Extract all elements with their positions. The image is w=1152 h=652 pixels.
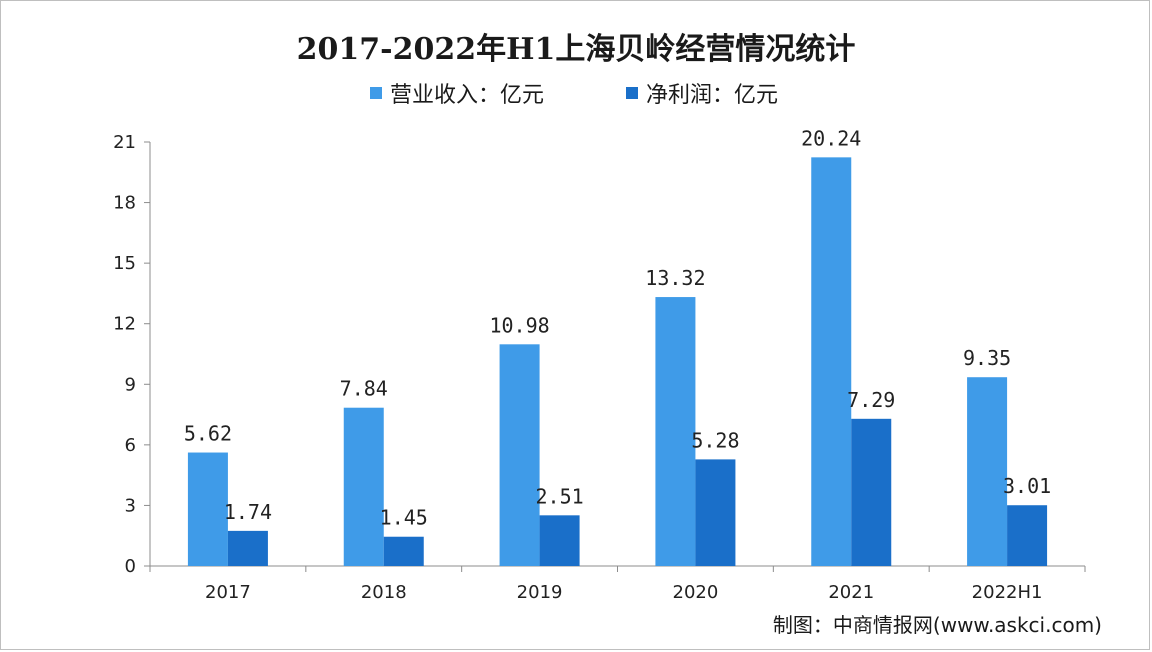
data-label-net-profit: 1.74	[224, 500, 272, 524]
legend: 营业收入：亿元 净利润：亿元	[370, 78, 860, 108]
data-label-net-profit: 5.28	[691, 428, 739, 452]
data-label-revenue: 5.62	[184, 422, 232, 446]
source-credit: 制图：中商情报网(www.askci.com)	[772, 613, 1102, 637]
x-tick-label: 2017	[205, 582, 251, 603]
x-tick-label: 2022H1	[972, 582, 1043, 603]
y-tick-label: 9	[125, 374, 136, 395]
bar-revenue	[967, 377, 1008, 566]
x-tick-label: 2018	[361, 582, 407, 603]
bar-revenue	[499, 344, 540, 566]
data-label-revenue: 7.84	[340, 377, 388, 401]
bar-net-profit	[539, 515, 580, 566]
chart-title: 2017-2022年H1上海贝岭经营情况统计	[296, 32, 856, 67]
legend-item-revenue: 营业收入：亿元	[370, 77, 544, 109]
data-label-revenue: 9.35	[963, 346, 1011, 370]
x-tick-label: 2021	[828, 582, 874, 603]
data-label-net-profit: 3.01	[1003, 474, 1051, 498]
bar-revenue	[655, 297, 696, 566]
y-tick-label: 0	[125, 556, 136, 577]
y-tick-label: 15	[113, 253, 136, 274]
data-label-net-profit: 7.29	[847, 388, 895, 412]
bar-net-profit	[383, 536, 424, 566]
data-label-net-profit: 2.51	[535, 484, 583, 508]
bar-revenue	[343, 407, 384, 566]
y-tick-label: 3	[125, 495, 136, 516]
data-label-revenue: 20.24	[801, 126, 861, 150]
bar-net-profit	[227, 530, 268, 566]
legend-label-revenue: 营业收入：亿元	[390, 83, 545, 108]
y-tick-label: 6	[125, 435, 136, 456]
legend-swatch-revenue	[370, 87, 382, 99]
data-label-revenue: 13.32	[645, 266, 705, 290]
legend-swatch-net-profit	[626, 87, 639, 99]
bar-net-profit	[695, 459, 736, 566]
bar-revenue	[811, 157, 852, 566]
bar-revenue	[187, 452, 228, 566]
y-tick-label: 12	[113, 314, 136, 335]
legend-label-net-profit: 净利润：亿元	[646, 83, 779, 108]
y-tick-label: 21	[113, 132, 136, 153]
data-label-revenue: 10.98	[489, 313, 549, 337]
bar-net-profit	[851, 418, 892, 566]
data-label-net-profit: 1.45	[380, 506, 428, 530]
y-tick-label: 18	[113, 193, 136, 214]
legend-item-net-profit: 净利润：亿元	[626, 77, 778, 109]
x-tick-label: 2019	[517, 582, 563, 603]
x-tick-label: 2020	[673, 582, 719, 603]
bar-net-profit	[1007, 505, 1048, 566]
